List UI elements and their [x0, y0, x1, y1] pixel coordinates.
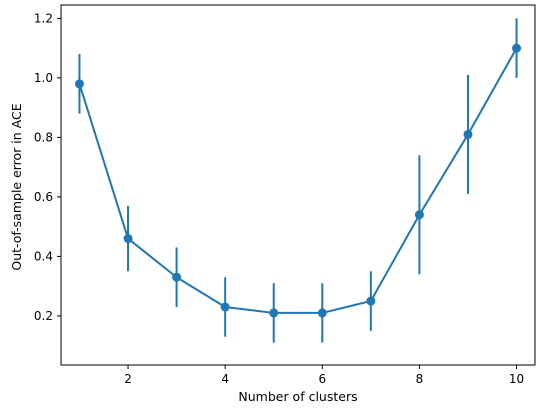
- x-tick-label: 10: [509, 372, 524, 386]
- y-tick-label: 0.8: [34, 130, 53, 144]
- data-point: [366, 296, 376, 306]
- plot-area: [74, 18, 522, 343]
- data-point: [414, 210, 424, 220]
- x-axis-label: Number of clusters: [238, 389, 357, 404]
- plot-frame: [60, 4, 536, 366]
- data-point: [463, 129, 473, 139]
- data-point: [172, 272, 182, 282]
- x-tick-label: 6: [318, 372, 326, 386]
- data-point: [269, 308, 279, 318]
- axes: 2 4 6 8 10 0.2 0.4 0.6 0.8 1.0 1.2: [34, 4, 536, 386]
- data-point: [512, 43, 522, 53]
- data-point: [74, 79, 84, 89]
- y-tick-label: 0.2: [34, 309, 53, 323]
- y-tick-label: 1.2: [34, 11, 53, 25]
- data-point: [220, 302, 230, 312]
- x-tick-label: 8: [416, 372, 424, 386]
- y-tick-label: 0.6: [34, 190, 53, 204]
- data-point: [123, 234, 133, 244]
- x-tick-label: 2: [124, 372, 132, 386]
- series-line: [78, 47, 518, 314]
- data-point: [317, 308, 327, 318]
- y-axis-label: Out-of-sample error in ACE: [9, 103, 24, 270]
- y-tick-label: 0.4: [34, 249, 53, 263]
- y-tick-label: 1.0: [34, 71, 53, 85]
- x-tick-label: 4: [221, 372, 229, 386]
